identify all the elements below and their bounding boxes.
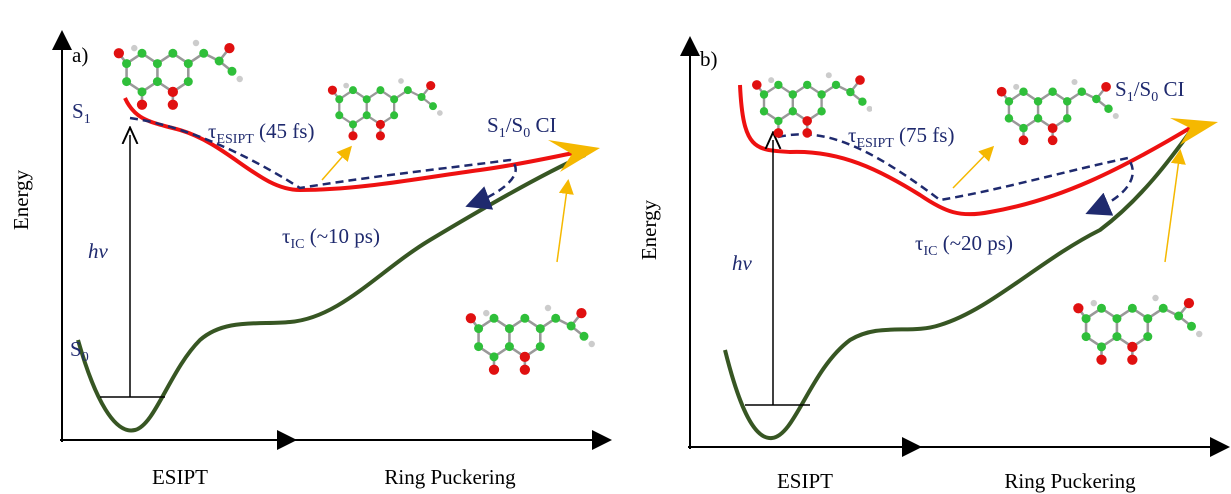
- text-part: CI: [1158, 77, 1184, 101]
- x-axis-label: Ring Puckering: [1004, 469, 1136, 493]
- x-axis-label: Ring Puckering: [384, 465, 516, 489]
- pointer: [322, 148, 350, 180]
- text-part: S: [72, 99, 84, 123]
- pointer: [953, 148, 992, 188]
- ic-time: τIC (~20 ps): [915, 231, 1013, 259]
- molecule: [997, 79, 1119, 145]
- ci-marker: [1170, 118, 1218, 145]
- excitation-label: hv: [88, 239, 109, 263]
- x-axis-label: ESIPT: [777, 469, 833, 493]
- pointer: [1165, 152, 1180, 262]
- text-part: 1: [499, 126, 506, 141]
- text-part: S: [1115, 77, 1127, 101]
- text-part: /S: [506, 113, 524, 137]
- s0-curve: [78, 155, 585, 430]
- panel-a: Energy ESIPT Ring Puckering a) S1 S0 hv …: [9, 32, 610, 489]
- excitation-label: hv: [732, 251, 753, 275]
- text-part: τ: [915, 231, 923, 255]
- figure: Energy ESIPT Ring Puckering a) S1 S0 hv …: [0, 0, 1231, 494]
- text-part: (~10 ps): [304, 224, 380, 248]
- text-part: ESIPT: [856, 136, 894, 151]
- text-part: (~20 ps): [937, 231, 1013, 255]
- molecule: [1073, 295, 1202, 365]
- text-part: /S: [1134, 77, 1152, 101]
- text-part: ESIPT: [216, 132, 254, 147]
- state-label: S0: [70, 337, 89, 365]
- y-axis-label: Energy: [9, 169, 33, 230]
- esipt-time: τESIPT (75 fs): [848, 123, 954, 151]
- text-part: (75 fs): [894, 123, 955, 147]
- ic-time: τIC (~10 ps): [282, 224, 380, 252]
- text-part: 0: [523, 126, 530, 141]
- text-part: 1: [1127, 90, 1134, 105]
- state-label: S1: [72, 99, 91, 127]
- text-part: (45 fs): [254, 119, 315, 143]
- panel-label: b): [700, 47, 718, 71]
- x-axis-label: ESIPT: [152, 465, 208, 489]
- text-part: τ: [282, 224, 290, 248]
- s1-curve: [125, 98, 590, 190]
- text-part: 0: [1151, 90, 1158, 105]
- text-part: τ: [848, 123, 856, 147]
- y-axis-label: Energy: [637, 199, 661, 260]
- panel-label: a): [72, 43, 88, 67]
- text-part: S: [70, 337, 82, 361]
- ci-label: S1/S0 CI: [487, 113, 556, 141]
- esipt-time: τESIPT (45 fs): [208, 119, 314, 147]
- text-part: S: [487, 113, 499, 137]
- text-part: IC: [923, 244, 937, 259]
- text-part: CI: [530, 113, 556, 137]
- ci-label: S1/S0 CI: [1115, 77, 1184, 105]
- text-part: 1: [84, 112, 91, 127]
- pathway: [778, 134, 1133, 212]
- text-part: 0: [82, 350, 89, 365]
- pointer: [557, 182, 568, 262]
- panel-b: Energy ESIPT Ring Puckering b) hv τESIPT…: [637, 38, 1228, 493]
- molecule: [114, 40, 243, 110]
- molecule: [328, 78, 443, 140]
- text-part: τ: [208, 119, 216, 143]
- molecule: [466, 305, 595, 375]
- s0-curve: [725, 125, 1195, 438]
- text-part: IC: [290, 237, 304, 252]
